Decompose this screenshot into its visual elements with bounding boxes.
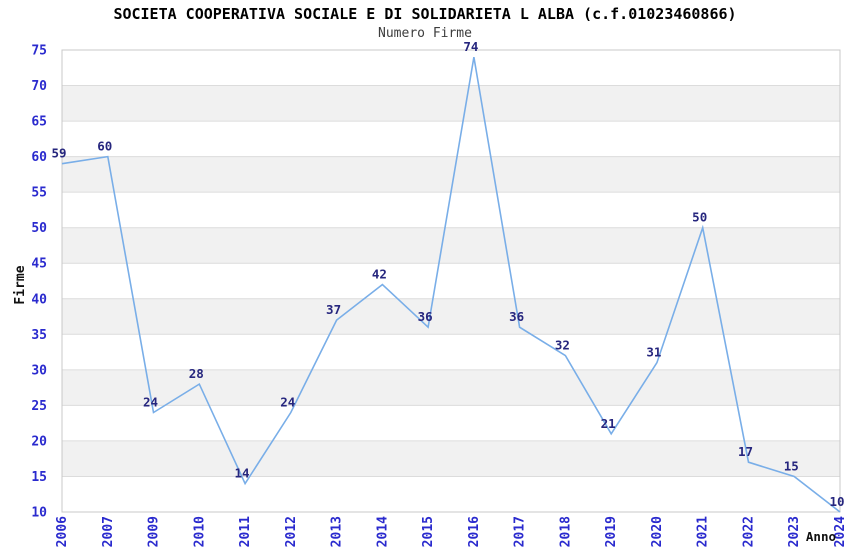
y-tick-label: 10: [31, 506, 47, 521]
plot-border: [61, 49, 841, 513]
x-tick-label: 2018: [558, 516, 573, 547]
plot-band: [62, 156, 840, 193]
x-tick-label: 2022: [741, 516, 756, 547]
y-tick-label: 50: [31, 221, 47, 236]
data-point-label: 32: [555, 338, 570, 353]
data-point-label: 50: [692, 210, 707, 225]
data-series-line: [61, 56, 841, 513]
data-point-label: 24: [280, 394, 295, 409]
chart-subtitle: Numero Firme: [378, 26, 472, 41]
x-axis-title: Anno: [806, 529, 836, 544]
y-tick-label: 15: [31, 470, 47, 485]
data-point-label: 59: [51, 146, 66, 161]
data-point-label: 21: [601, 416, 616, 431]
data-point-label: 42: [372, 267, 387, 282]
data-point-label: 74: [463, 39, 478, 54]
x-tick-label: 2012: [284, 516, 299, 547]
data-point-label: 17: [738, 444, 753, 459]
x-tick-label: 2020: [650, 516, 665, 547]
x-tick-label: 2023: [787, 516, 802, 547]
x-tick-label: 2017: [513, 516, 528, 547]
data-point-label: 60: [97, 139, 112, 154]
data-point-label: 24: [143, 394, 158, 409]
data-point-label: 28: [189, 366, 204, 381]
y-tick-label: 30: [31, 363, 47, 378]
x-tick-label: 2011: [238, 516, 253, 547]
y-tick-label: 55: [31, 186, 47, 201]
x-tick-label: 2006: [55, 516, 70, 547]
plot-band: [62, 298, 840, 335]
y-tick-label: 40: [31, 292, 47, 307]
data-point-label: 15: [784, 458, 799, 473]
y-tick-label: 20: [31, 434, 47, 449]
x-tick-label: 2019: [604, 516, 619, 547]
x-tick-label: 2014: [375, 516, 390, 547]
x-tick-label: 2015: [421, 516, 436, 547]
x-tick-label: 2007: [101, 516, 116, 547]
data-point-label: 10: [829, 494, 844, 509]
y-tick-label: 60: [31, 150, 47, 165]
y-tick-label: 75: [31, 44, 47, 59]
y-tick-label: 25: [31, 399, 47, 414]
x-tick-label: 2013: [330, 516, 345, 547]
y-tick-label: 65: [31, 115, 47, 130]
y-tick-label: 70: [31, 79, 47, 94]
y-axis-title: Firme: [13, 265, 28, 304]
x-tick-label: 2016: [467, 516, 482, 547]
chart-title: SOCIETA COOPERATIVA SOCIALE E DI SOLIDAR…: [113, 5, 737, 23]
data-point-label: 36: [509, 309, 524, 324]
plot-band: [62, 369, 840, 406]
plot-band: [62, 227, 840, 264]
x-tick-label: 2021: [696, 516, 711, 547]
data-point-label: 14: [235, 466, 250, 481]
data-point-label: 37: [326, 302, 341, 317]
data-point-label: 36: [418, 309, 433, 324]
y-tick-label: 45: [31, 257, 47, 272]
x-tick-label: 2010: [192, 516, 207, 547]
data-point-label: 31: [646, 345, 661, 360]
y-tick-label: 35: [31, 328, 47, 343]
plot-band: [62, 440, 840, 477]
x-tick-label: 2009: [147, 516, 162, 547]
plot-band: [62, 85, 840, 122]
x-tick-label: 2024: [833, 516, 848, 547]
